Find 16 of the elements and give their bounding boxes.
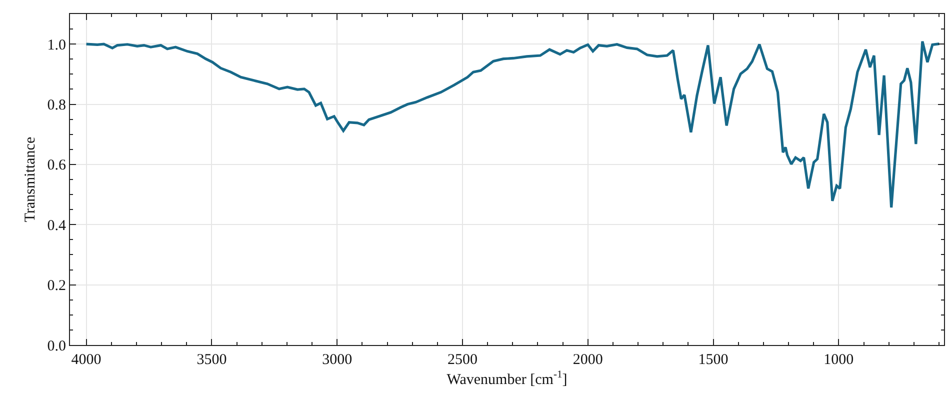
y-tick-label: 0.4: [47, 218, 66, 234]
x-axis-title: Wavenumber [cm$^{-1}$]: [446, 370, 568, 388]
y-tick-label: 0.0: [47, 338, 66, 354]
y-tick-label: 0.6: [47, 158, 66, 174]
x-tick-label: 4000: [71, 352, 102, 368]
y-tick-label: 0.8: [47, 98, 66, 114]
x-tick-label: 1500: [698, 352, 728, 368]
x-tick-label: 3500: [196, 352, 227, 368]
y-tick-label: 0.2: [47, 278, 66, 294]
x-tick-label: 1000: [824, 352, 854, 368]
y-axis-title: Transmittance: [22, 136, 38, 222]
y-tick-label: 1.0: [47, 37, 66, 54]
x-tick-label: 3000: [322, 352, 352, 368]
line-series: [85, 40, 941, 209]
x-tick-label: 2000: [572, 352, 603, 368]
x-tick-label: 2500: [447, 352, 478, 368]
